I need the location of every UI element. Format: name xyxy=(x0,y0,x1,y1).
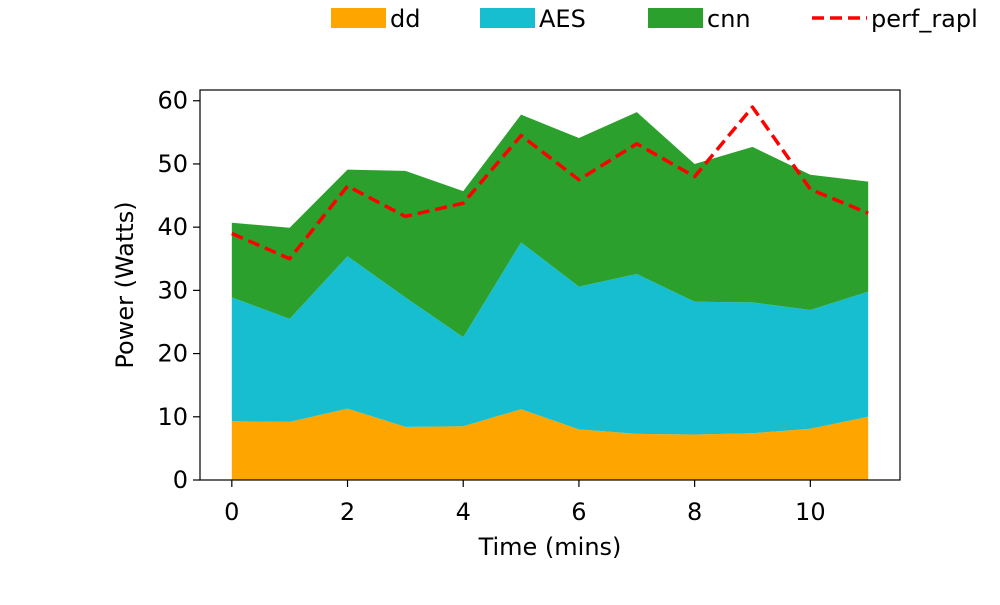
legend-label-cnn: cnn xyxy=(707,5,751,33)
y-axis-label: Power (Watts) xyxy=(111,201,139,368)
y-tick-label-20: 20 xyxy=(157,340,188,368)
x-tick-label-8: 8 xyxy=(687,498,702,526)
x-tick-label-0: 0 xyxy=(224,498,239,526)
area-cnn xyxy=(231,112,869,338)
ticks-layer: 0 2 4 6 8 10 0 10 20 30 40 50 60 xyxy=(157,87,825,526)
areas-layer xyxy=(231,112,869,480)
x-axis-label: Time (mins) xyxy=(478,533,622,561)
legend-swatch-AES xyxy=(480,8,535,28)
y-tick-label-40: 40 xyxy=(157,213,188,241)
legend-swatch-dd xyxy=(331,8,386,28)
y-tick-label-10: 10 xyxy=(157,403,188,431)
legend-label-AES: AES xyxy=(539,5,586,33)
plot-frame xyxy=(199,89,901,481)
legend-label-dd: dd xyxy=(390,5,420,33)
y-tick-label-0: 0 xyxy=(173,466,188,494)
line-perf_rapl xyxy=(231,105,869,261)
x-tick-label-4: 4 xyxy=(456,498,471,526)
x-tick-label-2: 2 xyxy=(340,498,355,526)
y-tick-label-30: 30 xyxy=(157,276,188,304)
legend-label-perf_rapl: perf_rapl xyxy=(871,5,978,33)
x-tick-label-10: 10 xyxy=(795,498,826,526)
y-tick-label-60: 60 xyxy=(157,87,188,115)
line-layer xyxy=(231,105,869,261)
area-dd xyxy=(231,408,869,480)
x-tick-label-6: 6 xyxy=(571,498,586,526)
area-AES xyxy=(231,242,869,435)
legend: dd AES cnn perf_rapl xyxy=(331,5,978,33)
legend-swatch-cnn xyxy=(648,8,703,28)
y-tick-label-50: 50 xyxy=(157,150,188,178)
